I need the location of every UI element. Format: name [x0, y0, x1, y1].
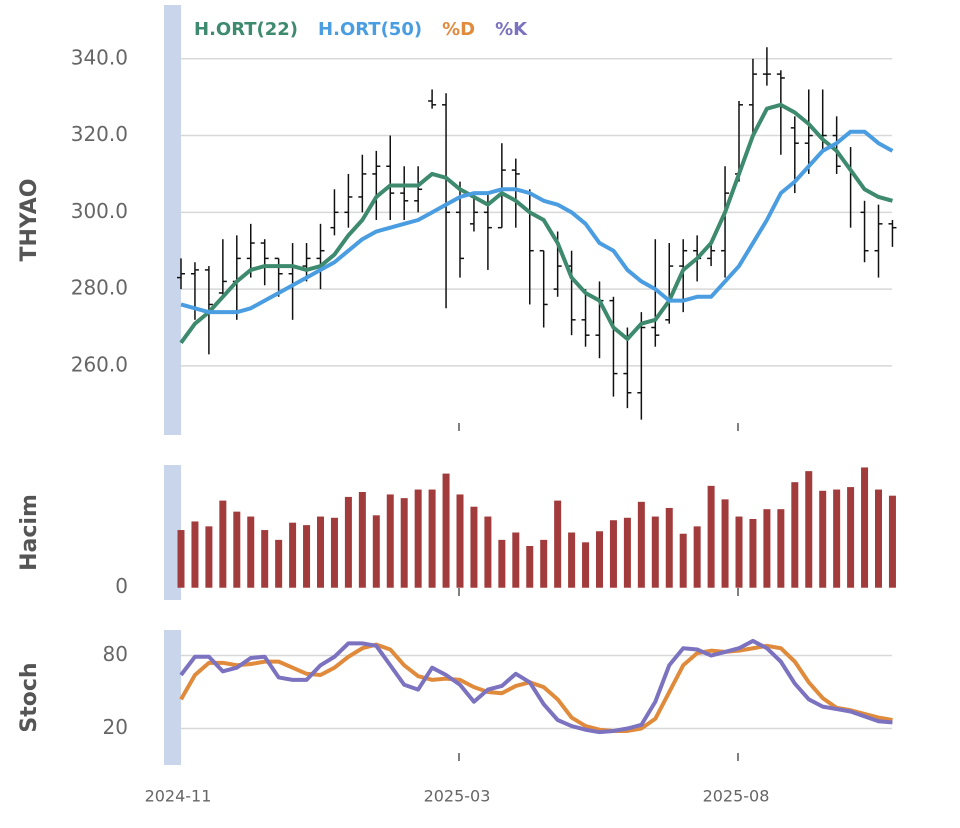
- bar: [763, 509, 771, 588]
- y-tick-label: 20: [103, 715, 128, 739]
- bar: [888, 495, 896, 588]
- bar: [233, 511, 241, 588]
- bar: [456, 494, 464, 588]
- bar: [484, 516, 492, 588]
- y-tick-label: 260.0: [71, 352, 128, 376]
- bar: [679, 533, 687, 588]
- bar: [470, 506, 478, 588]
- legend-entry: %D: [442, 19, 475, 40]
- bar: [568, 532, 576, 588]
- x-tick-label: 2025-08: [703, 787, 770, 806]
- bar: [498, 539, 506, 588]
- axis-band: [164, 465, 181, 600]
- bar: [372, 515, 380, 588]
- bar: [540, 539, 548, 588]
- axis-band: [164, 630, 181, 765]
- bar: [554, 500, 562, 588]
- bar: [344, 496, 352, 588]
- legend-entry: H.ORT(50): [318, 19, 422, 40]
- bar: [289, 522, 297, 588]
- bar: [651, 516, 659, 588]
- bar: [330, 517, 338, 588]
- x-tick-label: 2025-03: [424, 787, 491, 806]
- bar: [219, 500, 227, 588]
- axis-band: [164, 5, 181, 435]
- legend-entry: %K: [495, 19, 528, 40]
- bar: [721, 499, 729, 588]
- bar: [707, 485, 715, 588]
- bar: [358, 492, 366, 588]
- line-series: [180, 129, 894, 315]
- x-tick-label: 2024-11: [145, 787, 212, 806]
- bar: [386, 494, 394, 588]
- bar: [861, 467, 869, 588]
- y-tick-label: 80: [103, 642, 128, 666]
- bar: [833, 489, 841, 588]
- y-tick-label: 320.0: [71, 122, 128, 146]
- bar: [596, 531, 603, 588]
- line-series: [179, 102, 893, 345]
- bar: [442, 473, 450, 588]
- bar: [875, 489, 882, 588]
- bar: [400, 498, 408, 588]
- line-series: [179, 642, 893, 733]
- bar: [847, 487, 855, 588]
- line-series: [179, 638, 893, 735]
- bar: [414, 489, 422, 588]
- bar: [526, 546, 534, 588]
- bar: [791, 482, 799, 588]
- y-tick-label: 300.0: [71, 199, 128, 223]
- bar: [805, 471, 813, 588]
- y-tick-label: 0: [115, 574, 128, 598]
- y-axis-label: THYAO: [17, 179, 42, 262]
- bar: [428, 489, 436, 588]
- y-axis-label: Stoch: [17, 662, 42, 732]
- bar: [247, 516, 255, 588]
- bar: [623, 517, 631, 588]
- bar: [693, 526, 701, 588]
- y-tick-label: 340.0: [71, 45, 128, 69]
- bar: [819, 490, 827, 588]
- bar: [261, 530, 269, 588]
- bar: [177, 530, 185, 588]
- y-tick-label: 280.0: [71, 276, 128, 300]
- bar: [275, 539, 283, 588]
- bar: [512, 532, 520, 588]
- bar: [637, 501, 645, 588]
- bar: [777, 509, 785, 588]
- bar: [609, 520, 617, 588]
- legend-entry: H.ORT(22): [194, 19, 298, 40]
- bar: [749, 519, 757, 588]
- bar: [317, 516, 324, 588]
- bar: [582, 542, 590, 588]
- bar: [205, 526, 213, 588]
- bar: [735, 516, 743, 588]
- bar: [665, 507, 673, 588]
- bar: [303, 525, 311, 588]
- bar: [191, 521, 199, 588]
- y-axis-label: Hacim: [17, 494, 42, 571]
